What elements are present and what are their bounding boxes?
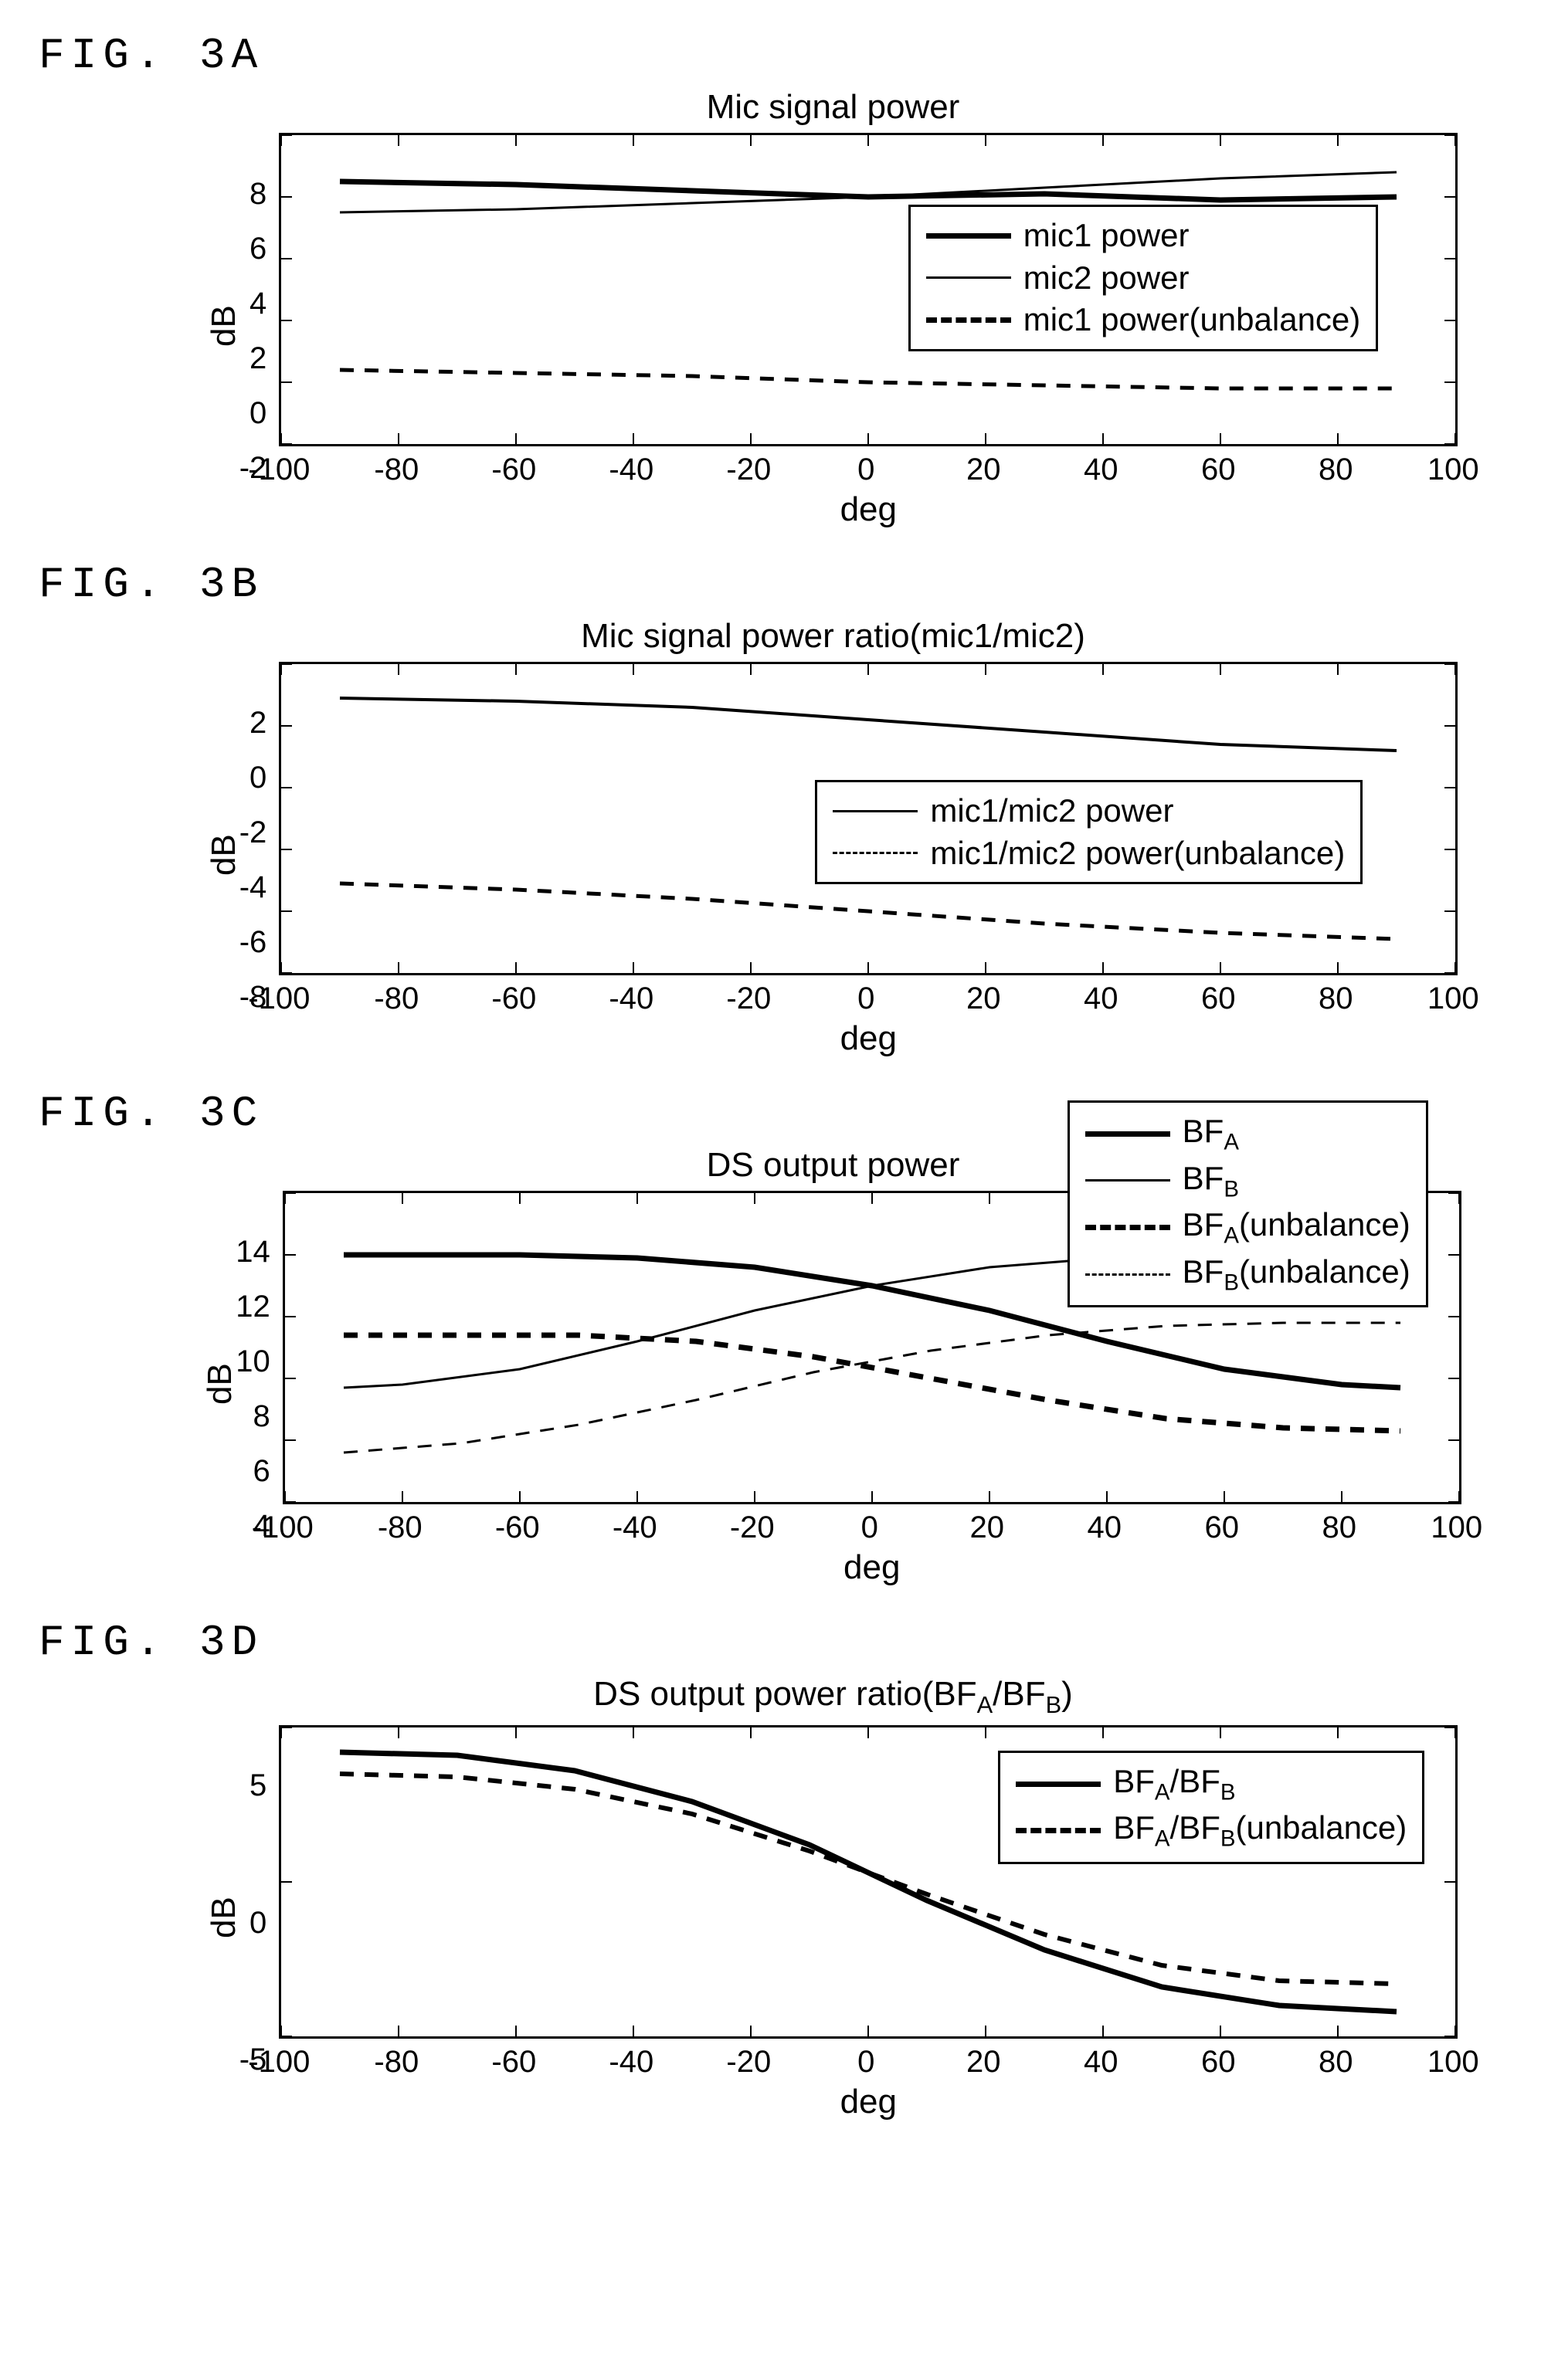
legend-item: BFB(unbalance) xyxy=(1085,1251,1410,1298)
legend-swatch xyxy=(833,852,918,854)
legend-swatch xyxy=(1016,1782,1101,1787)
legend-label: BFA/BFB(unbalance) xyxy=(1113,1807,1407,1854)
chart-wrap: DS output power dB 141210864 BFA BFB BF xyxy=(131,1146,1535,1587)
legend-item: mic1 power(unbalance) xyxy=(926,299,1361,341)
figure-B: FIG. 3B Mic signal power ratio(mic1/mic2… xyxy=(23,560,1535,1058)
chart-title: DS output power ratio(BFA/BFB) xyxy=(593,1675,1073,1719)
legend-swatch xyxy=(1085,1225,1170,1230)
series-line-0 xyxy=(340,698,1397,751)
x-axis-label: deg xyxy=(279,490,1458,529)
x-axis-label: deg xyxy=(279,1019,1458,1058)
legend-swatch xyxy=(1016,1828,1101,1833)
chart-wrap: DS output power ratio(BFA/BFB) dB 50-5 B… xyxy=(131,1675,1535,2121)
chart-title: Mic signal power xyxy=(707,88,960,127)
chart-title: Mic signal power ratio(mic1/mic2) xyxy=(581,617,1085,656)
ytick-label: 12 xyxy=(236,1290,270,1324)
ytick-label: 0 xyxy=(249,761,266,795)
legend-item: mic1/mic2 power xyxy=(833,790,1345,832)
legend-item: BFA(unbalance) xyxy=(1085,1204,1410,1251)
legend-item: BFA/BFB xyxy=(1016,1761,1407,1808)
x-ticks: -100-80-60-40-20020406080100 xyxy=(279,2045,1453,2080)
figure-label: FIG. 3A xyxy=(23,31,1535,80)
ytick-label: 6 xyxy=(253,1454,270,1489)
chart-title: DS output power xyxy=(707,1146,960,1185)
plot-area: BFA/BFB BFA/BFB(unbalance) xyxy=(279,1725,1458,2039)
y-axis-label: dB xyxy=(205,316,243,347)
ytick-label: 6 xyxy=(249,232,266,266)
y-axis-label: dB xyxy=(205,1907,243,1938)
x-ticks: -100-80-60-40-20020406080100 xyxy=(279,453,1453,487)
y-ticks: 20-2-4-6-8 xyxy=(239,706,280,1015)
ytick-label: 4 xyxy=(249,286,266,321)
x-axis-label: deg xyxy=(283,1548,1461,1587)
legend-box: BFA BFB BFA(unbalance) BFB(unbalance) xyxy=(1068,1100,1428,1307)
x-ticks: -100-80-60-40-20020406080100 xyxy=(279,981,1453,1016)
y-axis-label: dB xyxy=(201,1374,239,1405)
series-line-3 xyxy=(344,1323,1400,1453)
figure-D: FIG. 3D DS output power ratio(BFA/BFB) d… xyxy=(23,1618,1535,2121)
figure-A: FIG. 3A Mic signal power dB 86420-2 mic1… xyxy=(23,31,1535,529)
plot-area: mic1 power mic2 power mic1 power(unbalan… xyxy=(279,133,1458,446)
ytick-label: 0 xyxy=(249,1906,266,1941)
legend-box: mic1 power mic2 power mic1 power(unbalan… xyxy=(908,205,1379,351)
legend-label: BFB(unbalance) xyxy=(1183,1251,1410,1298)
legend-label: BFA/BFB xyxy=(1113,1761,1235,1808)
legend-swatch xyxy=(926,233,1011,239)
figure-label: FIG. 3D xyxy=(23,1618,1535,1667)
legend-swatch xyxy=(1085,1179,1170,1182)
legend-swatch xyxy=(833,810,918,812)
ytick-label: 8 xyxy=(249,177,266,212)
legend-swatch xyxy=(1085,1131,1170,1137)
legend-swatch xyxy=(926,276,1011,279)
chart-wrap: Mic signal power ratio(mic1/mic2) dB 2 0 -… xyxy=(131,617,1535,1058)
ytick-label: 5 xyxy=(249,1768,266,1803)
legend-item: mic1/mic2 power(unbalance) xyxy=(833,832,1345,875)
ytick-label: -4 xyxy=(239,870,267,905)
y-ticks: 86420-2 xyxy=(239,177,280,486)
figure-label: FIG. 3B xyxy=(23,560,1535,609)
legend-label: BFA xyxy=(1183,1110,1239,1158)
legend-label: mic1 power xyxy=(1023,215,1190,257)
ytick-label: -2 xyxy=(239,815,267,850)
legend-label: mic1/mic2 power(unbalance) xyxy=(930,832,1345,875)
legend-box: mic1/mic2 power mic1/mic2 power(unbalanc… xyxy=(815,780,1363,884)
legend-item: mic2 power xyxy=(926,257,1361,300)
ytick-label: 0 xyxy=(249,396,266,431)
legend-label: BFB xyxy=(1183,1158,1239,1205)
legend-label: mic2 power xyxy=(1023,257,1190,300)
legend-swatch xyxy=(1085,1273,1170,1276)
legend-item: mic1 power xyxy=(926,215,1361,257)
series-line-1 xyxy=(340,883,1397,939)
ytick-label: 10 xyxy=(236,1344,270,1379)
ytick-label: 2 xyxy=(249,706,266,741)
legend-item: BFA xyxy=(1085,1110,1410,1158)
y-ticks: 141210864 xyxy=(236,1235,283,1544)
legend-item: BFB xyxy=(1085,1158,1410,1205)
x-axis-label: deg xyxy=(279,2083,1458,2121)
legend-box: BFA/BFB BFA/BFB(unbalance) xyxy=(998,1751,1424,1864)
series-line-2 xyxy=(344,1335,1400,1431)
legend-label: mic1 power(unbalance) xyxy=(1023,299,1361,341)
legend-swatch xyxy=(926,317,1011,323)
plot-area: BFA BFB BFA(unbalance) BFB(unbalance) xyxy=(283,1191,1461,1504)
figure-C: FIG. 3C DS output power dB 141210864 BFA… xyxy=(23,1089,1535,1587)
x-ticks: -100-80-60-40-20020406080100 xyxy=(283,1510,1457,1545)
ytick-label: -6 xyxy=(239,925,267,960)
plot-area: mic1/mic2 power mic1/mic2 power(unbalanc… xyxy=(279,662,1458,975)
y-ticks: 50-5 xyxy=(239,1768,280,2077)
legend-label: BFA(unbalance) xyxy=(1183,1204,1410,1251)
legend-item: BFA/BFB(unbalance) xyxy=(1016,1807,1407,1854)
ytick-label: 2 xyxy=(249,341,266,376)
ytick-label: 8 xyxy=(253,1399,270,1434)
series-line-2 xyxy=(340,370,1397,388)
legend-label: mic1/mic2 power xyxy=(930,790,1173,832)
ytick-label: 14 xyxy=(236,1235,270,1270)
chart-wrap: Mic signal power dB 86420-2 mic1 power m… xyxy=(131,88,1535,529)
y-axis-label: dB xyxy=(205,845,243,876)
